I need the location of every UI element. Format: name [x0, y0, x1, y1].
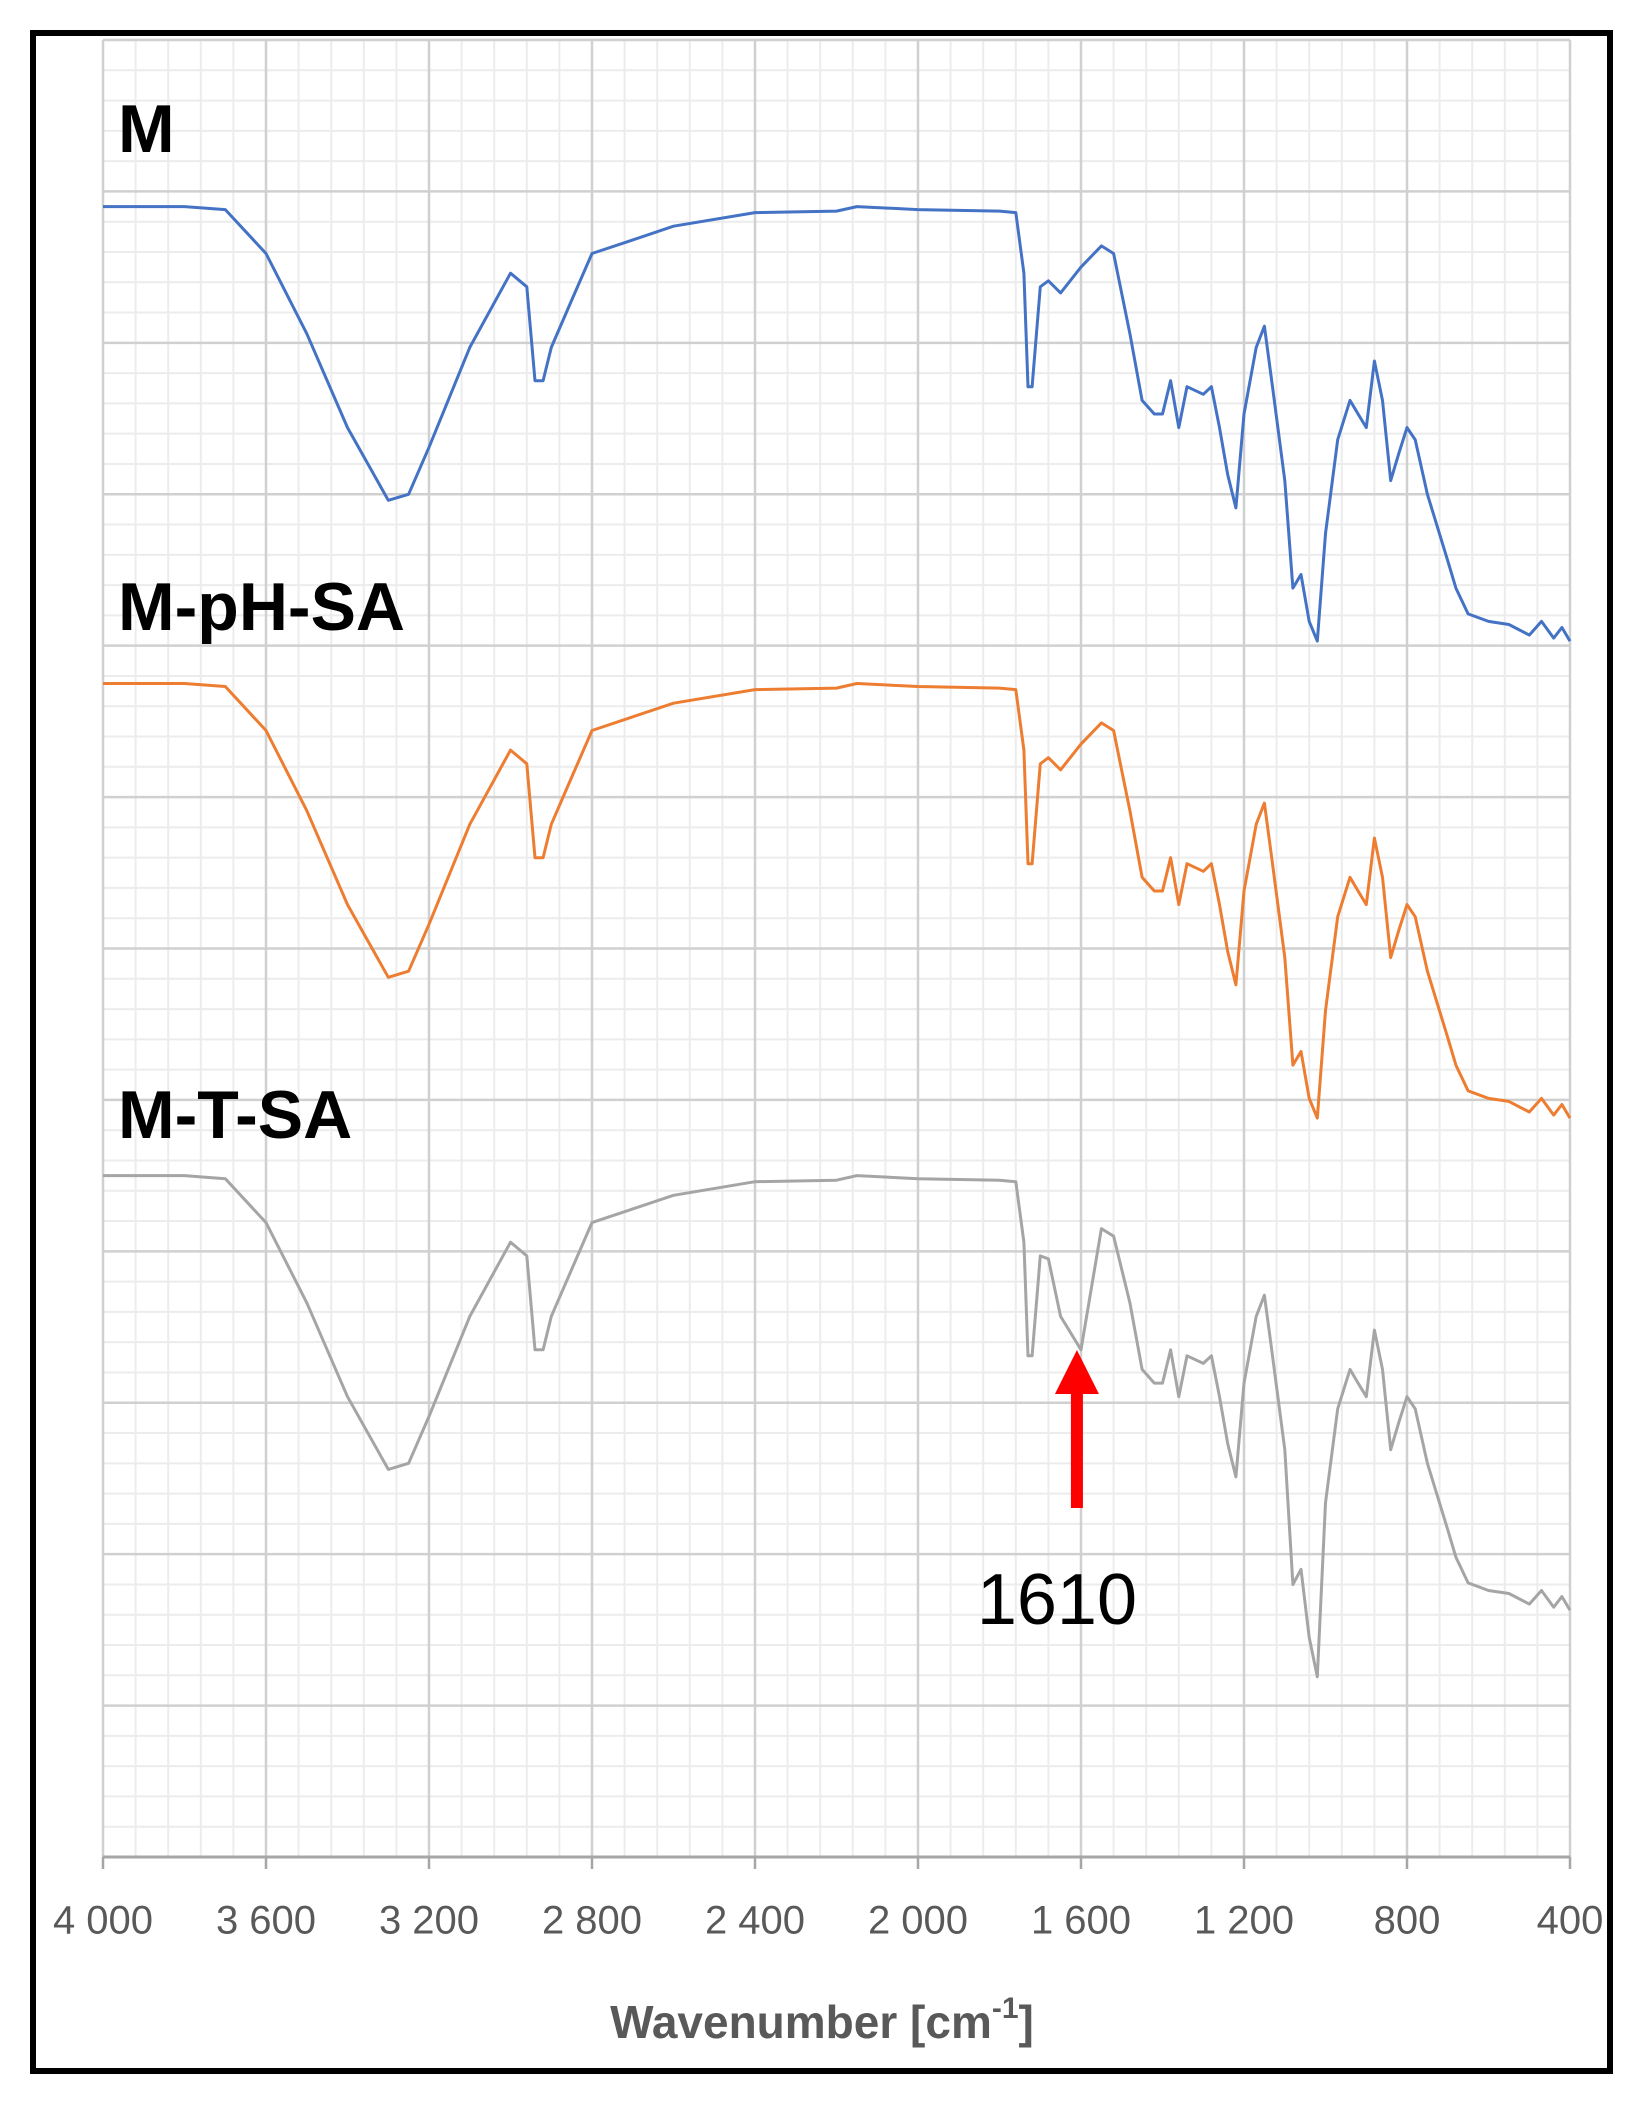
annotation-label: 1610 [977, 1560, 1137, 1640]
arrow-head [1054, 1350, 1099, 1394]
x-tick-label: 4 000 [53, 1899, 153, 1943]
plot [103, 205, 1572, 1679]
x-tick-label: 1 200 [1194, 1899, 1294, 1943]
annotation-arrow [1054, 1350, 1099, 1508]
arrow-shaft [1070, 1390, 1083, 1508]
series-label: M-pH-SA [118, 569, 405, 645]
x-tick-label: 400 [1537, 1899, 1604, 1943]
x-tick-label: 2 400 [705, 1899, 805, 1943]
frame [30, 30, 1613, 2074]
x-axis-label: Wavenumber [cm-1] [610, 1992, 1034, 2048]
x-tick-label: 1 600 [1031, 1899, 1131, 1943]
x-label-end: ] [1019, 1996, 1034, 2048]
x-label-sup: -1 [992, 1992, 1019, 2025]
series-line [103, 682, 1572, 1120]
series-line [103, 205, 1572, 643]
series-label: M-T-SA [118, 1077, 352, 1153]
x-tick-label: 800 [1374, 1899, 1441, 1943]
x-label-main: Wavenumber [cm [610, 1996, 992, 2048]
x-tick-label: 2 000 [868, 1899, 968, 1943]
x-tick-label: 3 600 [216, 1899, 316, 1943]
x-tick-label: 2 800 [542, 1899, 642, 1943]
series-label: M [118, 91, 175, 167]
grid [101, 38, 1572, 1869]
series-line [103, 1174, 1572, 1679]
x-tick-label: 3 200 [379, 1899, 479, 1943]
